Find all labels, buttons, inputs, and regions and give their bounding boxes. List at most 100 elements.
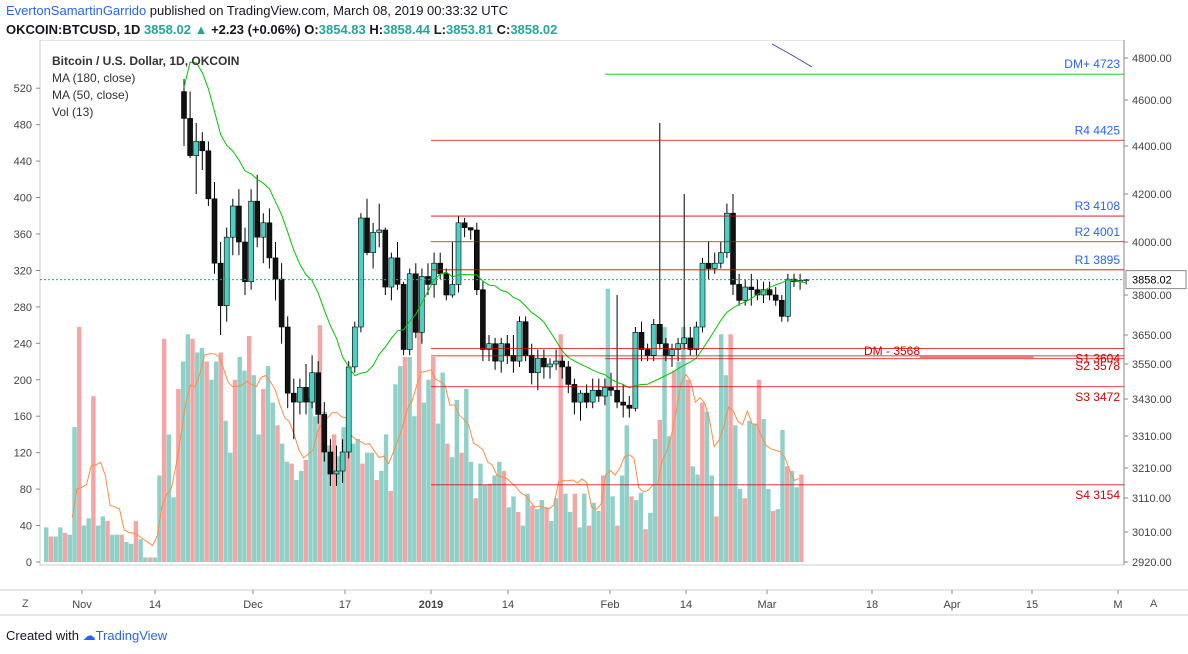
current-price-tag — [1125, 270, 1187, 290]
candle-down — [394, 257, 401, 285]
auto-scale-button[interactable]: A — [1150, 598, 1158, 610]
candle-up — [486, 343, 492, 350]
volume-bar — [346, 427, 351, 562]
time-tick-label: Apr — [943, 599, 960, 611]
candle-up — [675, 343, 681, 350]
volume-bar — [261, 388, 266, 562]
volume-bar — [402, 357, 408, 562]
candle-down — [199, 141, 206, 152]
time-tick-label: Dec — [243, 599, 263, 611]
volume-bar — [265, 366, 271, 562]
candle-up — [803, 279, 810, 281]
volume-bar — [704, 411, 710, 562]
price-tick-label: 3310.00 — [1132, 431, 1172, 443]
legend-ma50[interactable]: MA (50, close) — [52, 88, 129, 102]
price-tick-label: 3650.00 — [1132, 330, 1172, 342]
created-with-label: Created with — [6, 628, 83, 643]
legend-ma180[interactable]: MA (180, close) — [52, 71, 136, 85]
volume-bar — [723, 375, 729, 562]
volume-bar — [327, 445, 332, 562]
volume-bar — [232, 379, 238, 562]
volume-bar — [449, 457, 455, 562]
price-chart[interactable]: 5204804404003603202802402001601208040048… — [0, 40, 1188, 620]
volume-bar — [204, 361, 209, 562]
volume-bar — [464, 388, 469, 562]
candle-up — [577, 392, 584, 403]
volume-ma-line — [71, 353, 800, 547]
candle-down — [217, 262, 224, 306]
candle-up — [309, 372, 315, 403]
candle-up — [669, 349, 675, 356]
volume-bar — [421, 402, 426, 562]
chart-legend: Bitcoin / U.S. Dollar, 1D, OKCOIN MA (18… — [52, 53, 239, 121]
volume-bar — [473, 498, 478, 562]
volume-bar — [275, 425, 280, 562]
volume-bar — [44, 527, 49, 562]
candle-up — [632, 332, 639, 409]
volume-bar — [667, 436, 672, 562]
candle-up — [602, 387, 608, 397]
volume-bar — [223, 420, 228, 562]
timezone-button[interactable]: Z — [22, 598, 29, 610]
volume-bar — [218, 352, 224, 562]
candle-up — [388, 257, 395, 288]
candle-up — [449, 284, 456, 296]
volume-bar — [780, 429, 785, 562]
volume-bar — [195, 352, 200, 562]
volume-bar — [497, 461, 502, 562]
tradingview-brand[interactable]: TradingView — [95, 628, 168, 643]
volume-bar — [549, 521, 554, 562]
symbol: OKCOIN:BTCUSD, 1D — [6, 22, 144, 37]
volume-bar — [615, 525, 620, 562]
volume-bar — [62, 532, 68, 562]
volume-bar — [534, 509, 540, 562]
ohlc-line: OKCOIN:BTCUSD, 1D 3858.02 ▲ +2.23 (+0.06… — [6, 22, 557, 37]
volume-bar — [577, 527, 582, 562]
volume-bar — [58, 527, 63, 562]
volume-bar — [81, 525, 87, 562]
price-tick-label: 3550.00 — [1132, 359, 1172, 371]
volume-bar — [487, 483, 493, 562]
volume-bar — [728, 334, 733, 562]
volume-bar — [733, 425, 738, 562]
volume-bar — [199, 347, 205, 562]
volume-bar — [695, 474, 700, 562]
candle-down — [559, 360, 566, 368]
candle-down — [528, 354, 535, 374]
volume-bar — [157, 475, 162, 562]
level-label: R3 4108 — [1075, 199, 1121, 213]
high-value: 3858.44 — [383, 22, 431, 37]
level-label: R2 4001 — [1075, 225, 1121, 239]
legend-vol[interactable]: Vol (13) — [52, 105, 94, 119]
volume-bar — [95, 525, 101, 562]
volume-bar — [516, 511, 521, 562]
close-label: C: — [492, 22, 511, 37]
volume-bar — [91, 396, 96, 562]
price-tick-label: 3010.00 — [1132, 527, 1172, 539]
volume-tick-label: 280 — [14, 302, 32, 314]
price-tick-label: 3210.00 — [1132, 463, 1172, 475]
author-link[interactable]: EvertonSamartinGarrido — [6, 3, 147, 18]
volume-bar — [317, 325, 323, 562]
volume-bar — [162, 338, 167, 562]
candle-down — [638, 332, 645, 350]
price-tick-label: 3800.00 — [1132, 290, 1172, 302]
volume-bar — [185, 334, 190, 562]
price-tick-label: 4600.00 — [1132, 95, 1172, 107]
volume-bar — [213, 361, 219, 562]
volume-bar — [298, 470, 304, 562]
time-tick-label: Mar — [758, 599, 777, 611]
volume-bar — [530, 505, 535, 562]
volume-bar — [596, 510, 601, 562]
level-label: S4 3154 — [1075, 488, 1120, 502]
volume-bar — [388, 490, 393, 562]
candle-down — [644, 349, 651, 356]
volume-bar — [501, 470, 507, 562]
low-label: L: — [430, 22, 446, 37]
volume-tick-label: 240 — [14, 338, 32, 350]
volume-tick-label: 440 — [14, 156, 32, 168]
volume-bar — [379, 470, 384, 562]
volume-bar — [440, 372, 445, 562]
volume-tick-label: 40 — [20, 521, 32, 533]
volume-bar — [634, 500, 639, 562]
